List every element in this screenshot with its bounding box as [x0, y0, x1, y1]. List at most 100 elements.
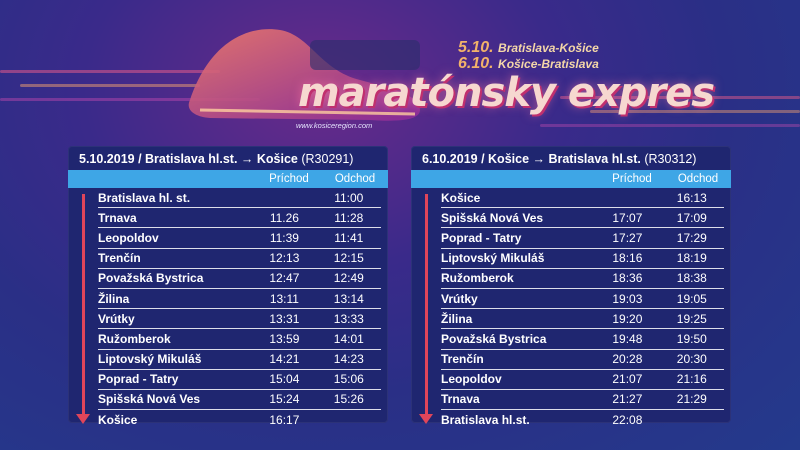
- table-row: Považská Bystrica 19:48 19:50: [441, 329, 724, 350]
- departure: 15:26: [333, 392, 364, 407]
- arrival: 12:13: [269, 251, 300, 266]
- table-row: Košice 16:13: [441, 188, 724, 209]
- station: Poprad - Tatry: [98, 372, 179, 387]
- table-row: Považská Bystrica 12:47 12:49: [98, 269, 381, 289]
- departure: 18:38: [676, 271, 707, 286]
- arrival: 13:11: [269, 291, 299, 306]
- table-row: Trenčín 20:28 20:30: [441, 350, 724, 370]
- table-body: Bratislava hl. st. 11:00 Trnava 11.26 11:28…: [68, 188, 388, 429]
- departure: 19:25: [676, 311, 707, 326]
- station: Trnava: [98, 210, 137, 225]
- arrival: 19:48: [612, 331, 643, 346]
- arrival: 13:59: [269, 331, 300, 346]
- table-row: Poprad - Tatry 17:27 17:29: [441, 228, 724, 249]
- departure: 12:49: [333, 271, 364, 286]
- table-row: Ružomberok 18:36 18:38: [441, 269, 724, 289]
- arrival: 19:03: [612, 291, 643, 306]
- departure: 11:41: [334, 230, 364, 245]
- table-title: 5.10.2019 / Bratislava hl.st. → Košice (…: [68, 146, 388, 170]
- table-title: 6.10.2019 / Košice → Bratislava hl.st. (…: [411, 146, 731, 170]
- departure: 19:50: [676, 331, 707, 346]
- timetable-outbound: 5.10.2019 / Bratislava hl.st. → Košice (…: [68, 146, 388, 427]
- table-row: Liptovský Mikuláš 14:21 14:23: [98, 350, 381, 370]
- departure: 13:14: [333, 291, 364, 306]
- arrival-header: Príchod: [269, 173, 309, 185]
- table-row: Trnava 21:27 21:29: [441, 390, 724, 411]
- station: Trnava: [441, 392, 480, 407]
- background-streaks: [0, 0, 800, 160]
- direction-arrow-icon: [82, 194, 85, 416]
- arrival: 11:39: [269, 230, 299, 245]
- route-1: Bratislava-Košice: [498, 41, 599, 55]
- table-row: Spišská Nová Ves 17:07 17:09: [441, 208, 724, 229]
- station: Spišská Nová Ves: [441, 210, 544, 225]
- departure: 17:29: [676, 230, 707, 245]
- table-row: Spišská Nová Ves 15:24 15:26: [98, 390, 381, 411]
- running-shoe-illustration: [188, 29, 420, 121]
- date-1: 5.10.: [458, 39, 494, 56]
- table-row: Trenčín 12:13 12:15: [98, 249, 381, 269]
- website-link[interactable]: www.kosiceregion.com: [296, 121, 373, 130]
- arrival: 18:36: [612, 271, 643, 286]
- arrival: 15:04: [269, 372, 300, 387]
- station: Poprad - Tatry: [441, 230, 522, 245]
- brand-title: maratónsky expres: [298, 70, 715, 116]
- arrival: 21:27: [612, 392, 643, 407]
- arrival: 17:07: [612, 210, 643, 225]
- station: Žilina: [441, 311, 473, 326]
- departure-header: Odchod: [334, 173, 376, 185]
- timetable-return: 6.10.2019 / Košice → Bratislava hl.st. (…: [411, 146, 731, 427]
- table-body: Košice 16:13 Spišská Nová Ves 17:07 17:09 P…: [411, 188, 731, 429]
- arrival: 11.26: [269, 210, 299, 225]
- station: Košice: [98, 412, 138, 427]
- station: Považská Bystrica: [441, 331, 547, 346]
- departure: 14:23: [333, 352, 364, 367]
- arrival-header: Príchod: [612, 173, 652, 185]
- table-header: Príchod Odchod: [68, 170, 388, 188]
- departure: 17:09: [676, 210, 707, 225]
- station: Ružomberok: [98, 331, 171, 346]
- train-code: (R30312): [644, 152, 697, 166]
- station: Leopoldov: [98, 230, 159, 245]
- table-row: Žilina 19:20 19:25: [441, 309, 724, 330]
- station: Trenčín: [441, 352, 484, 367]
- table-row: Vrútky 19:03 19:05: [441, 289, 724, 310]
- arrival: 18:16: [612, 251, 643, 266]
- route-2: Košice-Bratislava: [498, 57, 599, 71]
- departure: 20:30: [676, 352, 707, 367]
- arrival: 19:20: [612, 311, 643, 326]
- arrowhead-icon: [76, 414, 90, 424]
- arrival: 20:28: [612, 352, 643, 367]
- station: Liptovský Mikuláš: [441, 251, 545, 266]
- departure: 21:16: [676, 372, 707, 387]
- arrival: 12:47: [269, 271, 300, 286]
- table-row: Liptovský Mikuláš 18:16 18:19: [441, 249, 724, 269]
- station: Bratislava hl.st.: [441, 412, 530, 427]
- table-row: Leopoldov 21:07 21:16: [441, 370, 724, 390]
- departure: 21:29: [676, 392, 707, 407]
- station: Bratislava hl. st.: [98, 190, 191, 205]
- arrival: 17:27: [612, 230, 643, 245]
- departure: 11:28: [334, 210, 364, 225]
- departure-header: Odchod: [677, 173, 719, 185]
- train-code: (R30291): [301, 152, 354, 166]
- station: Spišská Nová Ves: [98, 392, 201, 407]
- departure: 14:01: [333, 331, 364, 346]
- arrival: 13:31: [269, 311, 300, 326]
- departure: 19:05: [676, 291, 707, 306]
- station: Žilina: [98, 291, 130, 306]
- table-row: Trnava 11.26 11:28: [98, 208, 381, 229]
- departure: 11:00: [334, 190, 364, 205]
- station: Liptovský Mikuláš: [98, 352, 202, 367]
- station: Vrútky: [98, 311, 135, 326]
- station: Považská Bystrica: [98, 271, 204, 286]
- departure: 12:15: [333, 251, 364, 266]
- arrival: 14:21: [269, 352, 300, 367]
- table-title-text: 5.10.2019 / Bratislava hl.st. → Košice: [79, 152, 298, 166]
- table-row: Bratislava hl. st. 11:00: [98, 188, 381, 209]
- station: Vrútky: [441, 291, 478, 306]
- date-2: 6.10.: [458, 55, 494, 72]
- station: Leopoldov: [441, 372, 502, 387]
- arrival: 16:17: [269, 412, 300, 427]
- table-row: Košice 16:17: [98, 410, 381, 429]
